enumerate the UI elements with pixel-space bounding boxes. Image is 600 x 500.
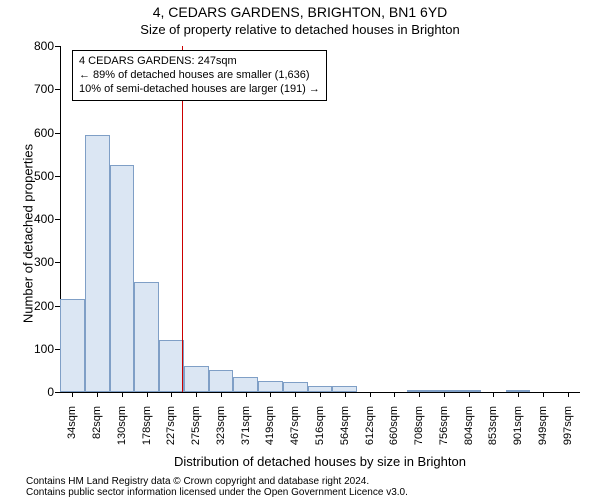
x-tick-label: 564sqm [339,406,351,466]
chart-title: 4, CEDARS GARDENS, BRIGHTON, BN1 6YD [0,4,600,20]
y-tick-label: 500 [20,169,54,183]
x-tick-label: 516sqm [314,406,326,466]
footer-line1: Contains HM Land Registry data © Crown c… [26,476,408,487]
x-tick-label: 467sqm [289,406,301,466]
x-tick-mark [394,392,395,397]
x-tick-mark [196,392,197,397]
x-tick-label: 660sqm [388,406,400,466]
x-tick-label: 853sqm [487,406,499,466]
x-tick-mark [469,392,470,397]
property-info-box: 4 CEDARS GARDENS: 247sqm ← 89% of detach… [72,50,327,101]
x-tick-mark [345,392,346,397]
info-box-line3: 10% of semi-detached houses are larger (… [79,83,320,97]
x-tick-mark [444,392,445,397]
x-tick-mark [370,392,371,397]
y-tick-mark [55,176,60,177]
x-tick-label: 949sqm [537,406,549,466]
y-tick-label: 400 [20,212,54,226]
histogram-bar [110,165,135,392]
x-tick-label: 708sqm [413,406,425,466]
y-tick-label: 100 [20,342,54,356]
histogram-bar [159,340,184,392]
x-tick-mark [419,392,420,397]
y-tick-label: 300 [20,255,54,269]
histogram-bar [233,377,258,392]
x-tick-mark [518,392,519,397]
histogram-bar [332,386,357,392]
x-tick-label: 82sqm [91,406,103,466]
x-tick-mark [320,392,321,397]
y-tick-mark [55,219,60,220]
y-tick-mark [55,46,60,47]
x-tick-label: 178sqm [141,406,153,466]
x-tick-mark [97,392,98,397]
x-tick-mark [171,392,172,397]
x-tick-label: 756sqm [438,406,450,466]
x-tick-label: 901sqm [512,406,524,466]
x-tick-label: 275sqm [190,406,202,466]
info-box-line2: ← 89% of detached houses are smaller (1,… [79,69,320,83]
x-tick-label: 323sqm [215,406,227,466]
x-tick-label: 419sqm [264,406,276,466]
x-tick-mark [221,392,222,397]
histogram-bar [209,370,234,392]
y-tick-label: 800 [20,39,54,53]
x-tick-mark [493,392,494,397]
chart-subtitle: Size of property relative to detached ho… [0,22,600,37]
info-box-line1: 4 CEDARS GARDENS: 247sqm [79,55,320,69]
histogram-bar [60,299,85,392]
x-tick-label: 227sqm [165,406,177,466]
y-tick-mark [55,262,60,263]
x-tick-mark [568,392,569,397]
y-tick-mark [55,89,60,90]
x-tick-label: 997sqm [562,406,574,466]
histogram-bar [184,366,209,392]
y-tick-label: 600 [20,126,54,140]
x-tick-mark [122,392,123,397]
y-tick-label: 700 [20,82,54,96]
histogram-bar [283,382,308,392]
y-tick-mark [55,392,60,393]
x-tick-mark [295,392,296,397]
histogram-bar [308,386,333,392]
x-tick-mark [147,392,148,397]
histogram-bar [134,282,159,392]
y-tick-label: 0 [20,385,54,399]
histogram-bar [85,135,110,392]
y-tick-mark [55,133,60,134]
x-tick-label: 34sqm [66,406,78,466]
x-tick-mark [270,392,271,397]
footer-attribution: Contains HM Land Registry data © Crown c… [26,476,408,498]
histogram-bar [258,381,283,392]
y-tick-label: 200 [20,299,54,313]
x-tick-label: 130sqm [116,406,128,466]
x-tick-mark [543,392,544,397]
x-tick-label: 804sqm [463,406,475,466]
x-tick-label: 371sqm [240,406,252,466]
x-tick-label: 612sqm [364,406,376,466]
footer-line2: Contains public sector information licen… [26,487,408,498]
x-tick-mark [72,392,73,397]
x-tick-mark [246,392,247,397]
